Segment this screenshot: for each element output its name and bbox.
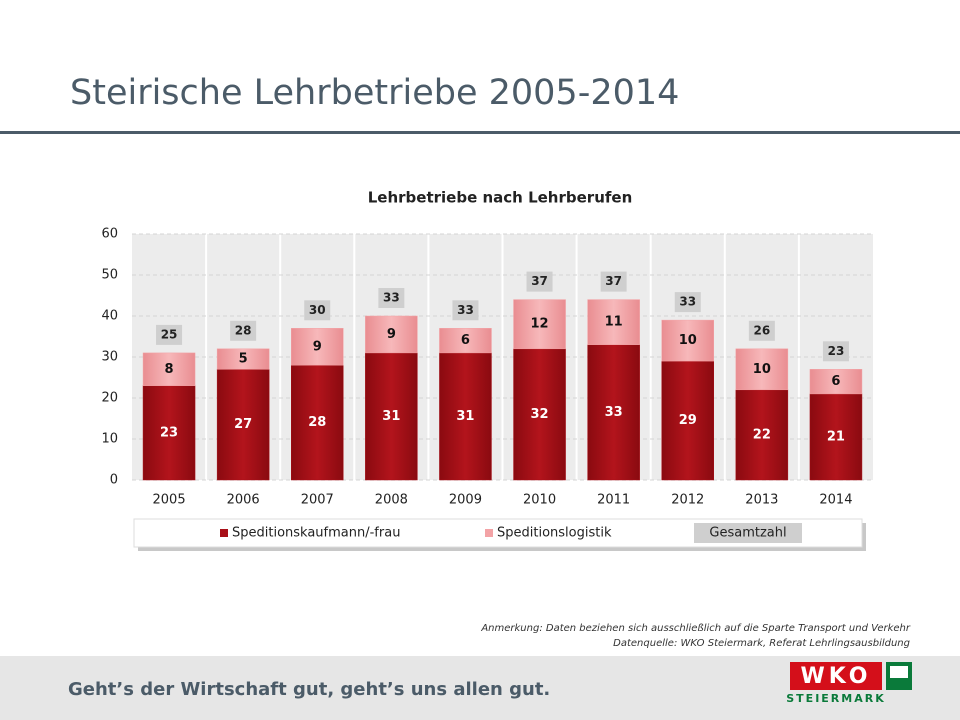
- value-label: 9: [313, 339, 322, 354]
- x-tick-label: 2005: [153, 493, 186, 508]
- total-box: [230, 320, 257, 341]
- value-label: 23: [160, 425, 178, 440]
- value-label: 9: [387, 327, 396, 342]
- value-label: 22: [753, 427, 771, 442]
- total-box: [304, 300, 331, 321]
- value-label: 10: [679, 333, 697, 348]
- x-tick-label: 2006: [227, 493, 260, 508]
- y-tick-label: 60: [101, 227, 118, 242]
- total-box: [378, 288, 405, 308]
- bar-segment: [661, 319, 714, 362]
- x-tick-label: 2012: [671, 493, 704, 508]
- value-label: 6: [831, 374, 840, 389]
- total-box: [822, 341, 849, 362]
- bar-segment: [661, 360, 714, 481]
- bar-segment: [809, 393, 863, 481]
- bar-segment: [513, 299, 566, 350]
- y-tick-label: 10: [101, 432, 118, 447]
- total-box: [600, 271, 627, 292]
- bar-segment: [587, 299, 640, 345]
- bar-segment: [365, 315, 418, 354]
- legend-label: Speditionskaufmann/-frau: [232, 526, 400, 541]
- legend-swatch: [485, 529, 493, 537]
- logo-region: STEIERMARK: [786, 692, 885, 705]
- total-label: 28: [235, 323, 252, 337]
- value-label: 6: [461, 333, 470, 348]
- bar-segment: [142, 352, 196, 386]
- total-box: [748, 320, 775, 341]
- total-label: 37: [605, 274, 622, 288]
- value-label: 32: [531, 407, 549, 422]
- x-tick-label: 2008: [375, 493, 408, 508]
- bar-segment: [809, 369, 863, 395]
- legend-label: Speditionslogistik: [497, 526, 612, 541]
- value-label: 31: [382, 409, 400, 424]
- y-tick-label: 50: [101, 268, 118, 283]
- x-tick-label: 2010: [523, 493, 556, 508]
- total-label: 30: [309, 303, 326, 317]
- logo-block: [790, 662, 882, 690]
- chart-title: Lehrbetriebe nach Lehrberufen: [368, 189, 633, 207]
- bar-segment: [587, 344, 640, 481]
- total-box: [156, 324, 183, 345]
- y-tick-label: 0: [110, 473, 118, 488]
- value-label: 8: [165, 362, 174, 377]
- x-tick-label: 2007: [301, 493, 334, 508]
- total-box: [674, 292, 701, 313]
- value-label: 31: [456, 409, 474, 424]
- x-tick-label: 2011: [597, 493, 630, 508]
- value-label: 10: [753, 362, 771, 377]
- bar-segment: [513, 348, 566, 481]
- slogan: Geht’s der Wirtschaft gut, geht’s uns al…: [68, 679, 550, 700]
- note: Anmerkung: Daten beziehen sich ausschlie…: [480, 623, 911, 634]
- x-tick-label: 2013: [745, 493, 778, 508]
- title-rule: [0, 131, 960, 134]
- bar-segment: [216, 348, 270, 370]
- total-label: 25: [161, 327, 178, 341]
- total-label: 33: [383, 291, 400, 305]
- value-label: 27: [234, 417, 252, 432]
- x-tick-label: 2009: [449, 493, 482, 508]
- value-label: 29: [679, 413, 697, 428]
- bar-segment: [439, 328, 492, 354]
- legend-swatch: [694, 523, 802, 543]
- value-label: 21: [827, 429, 845, 444]
- total-label: 26: [753, 323, 770, 337]
- y-tick-label: 30: [101, 350, 118, 365]
- y-tick-label: 40: [101, 309, 118, 324]
- slide-title: Steirische Lehrbetriebe 2005-2014: [70, 73, 679, 113]
- total-label: 23: [828, 344, 845, 358]
- total-box: [452, 300, 479, 321]
- total-label: 37: [531, 274, 548, 288]
- logo-brand: WKO: [800, 664, 871, 689]
- note: Datenquelle: WKO Steiermark, Referat Leh…: [613, 638, 910, 649]
- value-label: 28: [308, 415, 326, 430]
- legend-swatch: [220, 529, 228, 537]
- bar-segment: [142, 385, 196, 481]
- logo-white: [890, 666, 908, 678]
- total-box: [526, 271, 553, 292]
- bar-segment: [365, 352, 418, 481]
- legend-label: Gesamtzahl: [709, 526, 786, 541]
- total-label: 33: [679, 295, 696, 309]
- value-label: 11: [605, 315, 623, 330]
- value-label: 12: [531, 317, 549, 332]
- value-label: 5: [239, 352, 248, 367]
- bar-segment: [291, 364, 344, 481]
- bar-segment: [291, 328, 344, 366]
- y-tick-label: 20: [101, 391, 118, 406]
- bar-segment: [735, 348, 789, 391]
- value-label: 33: [605, 405, 623, 420]
- bar-segment: [735, 389, 789, 481]
- x-tick-label: 2014: [819, 493, 852, 508]
- total-label: 33: [457, 303, 474, 317]
